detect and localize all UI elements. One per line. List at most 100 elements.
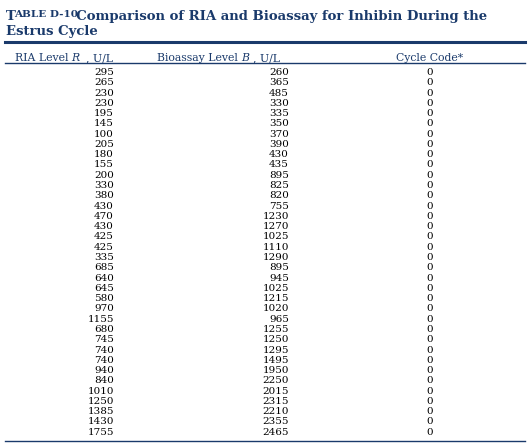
Text: 1025: 1025 — [262, 284, 289, 293]
Text: 485: 485 — [269, 89, 289, 97]
Text: 1950: 1950 — [262, 366, 289, 375]
Text: 1020: 1020 — [262, 304, 289, 313]
Text: 335: 335 — [94, 253, 114, 262]
Text: 2315: 2315 — [262, 397, 289, 406]
Text: 1385: 1385 — [87, 407, 114, 416]
Text: 330: 330 — [269, 99, 289, 108]
Text: 1155: 1155 — [87, 315, 114, 324]
Text: 435: 435 — [269, 160, 289, 169]
Text: 0: 0 — [426, 366, 432, 375]
Text: 1215: 1215 — [262, 294, 289, 303]
Text: 0: 0 — [426, 407, 432, 416]
Text: 0: 0 — [426, 387, 432, 396]
Text: 0: 0 — [426, 119, 432, 128]
Text: 335: 335 — [269, 109, 289, 118]
Text: , U/L: , U/L — [253, 53, 280, 63]
Text: 685: 685 — [94, 263, 114, 272]
Text: 0: 0 — [426, 428, 432, 437]
Text: 0: 0 — [426, 89, 432, 97]
Text: 895: 895 — [269, 171, 289, 180]
Text: 0: 0 — [426, 253, 432, 262]
Text: 895: 895 — [269, 263, 289, 272]
Text: 2015: 2015 — [262, 387, 289, 396]
Text: 970: 970 — [94, 304, 114, 313]
Text: 2210: 2210 — [262, 407, 289, 416]
Text: 1755: 1755 — [87, 428, 114, 437]
Text: 1250: 1250 — [87, 397, 114, 406]
Text: 0: 0 — [426, 191, 432, 200]
Text: 2250: 2250 — [262, 376, 289, 385]
Text: 230: 230 — [94, 89, 114, 97]
Text: 155: 155 — [94, 160, 114, 169]
Text: T: T — [6, 10, 16, 23]
Text: 0: 0 — [426, 130, 432, 139]
Text: 365: 365 — [269, 78, 289, 87]
Text: 640: 640 — [94, 274, 114, 283]
Text: ABLE D-10: ABLE D-10 — [14, 10, 78, 19]
Text: 430: 430 — [94, 202, 114, 211]
Text: 0: 0 — [426, 294, 432, 303]
Text: 0: 0 — [426, 376, 432, 385]
Text: 260: 260 — [269, 68, 289, 77]
Text: 645: 645 — [94, 284, 114, 293]
Text: 0: 0 — [426, 171, 432, 180]
Text: 1290: 1290 — [262, 253, 289, 262]
Text: 425: 425 — [94, 232, 114, 241]
Text: 195: 195 — [94, 109, 114, 118]
Text: 180: 180 — [94, 150, 114, 159]
Text: 840: 840 — [94, 376, 114, 385]
Text: 680: 680 — [94, 325, 114, 334]
Text: 740: 740 — [94, 346, 114, 354]
Text: 430: 430 — [94, 222, 114, 231]
Text: 0: 0 — [426, 150, 432, 159]
Text: 0: 0 — [426, 397, 432, 406]
Text: RIA Level: RIA Level — [14, 53, 72, 63]
Text: Estrus Cycle: Estrus Cycle — [6, 25, 98, 38]
Text: 0: 0 — [426, 346, 432, 354]
Text: 755: 755 — [269, 202, 289, 211]
Text: Comparison of RIA and Bioassay for Inhibin During the: Comparison of RIA and Bioassay for Inhib… — [67, 10, 488, 23]
Text: 0: 0 — [426, 263, 432, 272]
Text: R: R — [72, 53, 80, 63]
Text: 0: 0 — [426, 417, 432, 426]
Text: 945: 945 — [269, 274, 289, 283]
Text: 2355: 2355 — [262, 417, 289, 426]
Text: 820: 820 — [269, 191, 289, 200]
Text: 0: 0 — [426, 243, 432, 252]
Text: 0: 0 — [426, 202, 432, 211]
Text: 425: 425 — [94, 243, 114, 252]
Text: 350: 350 — [269, 119, 289, 128]
Text: 0: 0 — [426, 78, 432, 87]
Text: 940: 940 — [94, 366, 114, 375]
Text: 470: 470 — [94, 212, 114, 221]
Text: 0: 0 — [426, 335, 432, 344]
Text: 1495: 1495 — [262, 356, 289, 365]
Text: 0: 0 — [426, 304, 432, 313]
Text: 0: 0 — [426, 109, 432, 118]
Text: 430: 430 — [269, 150, 289, 159]
Text: 380: 380 — [94, 191, 114, 200]
Text: Bioassay Level: Bioassay Level — [157, 53, 241, 63]
Text: 295: 295 — [94, 68, 114, 77]
Text: 205: 205 — [94, 140, 114, 149]
Text: 200: 200 — [94, 171, 114, 180]
Text: B: B — [241, 53, 249, 63]
Text: 0: 0 — [426, 356, 432, 365]
Text: 825: 825 — [269, 181, 289, 190]
Text: 265: 265 — [94, 78, 114, 87]
Text: 0: 0 — [426, 99, 432, 108]
Text: 2465: 2465 — [262, 428, 289, 437]
Text: 0: 0 — [426, 160, 432, 169]
Text: 1430: 1430 — [87, 417, 114, 426]
Text: 0: 0 — [426, 284, 432, 293]
Text: 0: 0 — [426, 232, 432, 241]
Text: 1255: 1255 — [262, 325, 289, 334]
Text: 1010: 1010 — [87, 387, 114, 396]
Text: 745: 745 — [94, 335, 114, 344]
Text: 0: 0 — [426, 315, 432, 324]
Text: , U/L: , U/L — [86, 53, 113, 63]
Text: 965: 965 — [269, 315, 289, 324]
Text: 1295: 1295 — [262, 346, 289, 354]
Text: 580: 580 — [94, 294, 114, 303]
Text: 740: 740 — [94, 356, 114, 365]
